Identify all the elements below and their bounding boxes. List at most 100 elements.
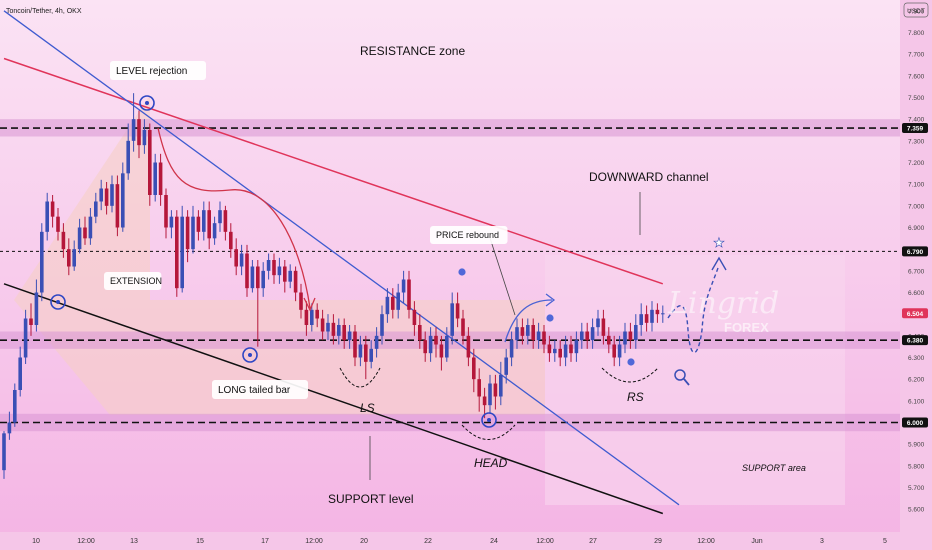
candle-body[interactable] — [104, 188, 109, 206]
channel-top-line[interactable] — [3, 57, 664, 285]
candle-body[interactable] — [515, 327, 519, 341]
candle-body[interactable] — [56, 216, 60, 232]
currency-badge[interactable] — [903, 2, 929, 18]
trend-point[interactable] — [546, 314, 554, 322]
candle-body[interactable] — [590, 327, 595, 341]
candle-body[interactable] — [288, 270, 292, 282]
candle-body[interactable] — [661, 313, 665, 315]
candle-body[interactable] — [574, 340, 579, 354]
candle-body[interactable] — [310, 309, 314, 325]
trend-point[interactable] — [458, 268, 466, 276]
candle-body[interactable] — [326, 322, 330, 332]
candle-body[interactable] — [466, 335, 471, 358]
candle-body[interactable] — [245, 253, 249, 289]
candle-body[interactable] — [261, 270, 265, 289]
candle-body[interactable] — [536, 331, 541, 341]
price-tag[interactable] — [902, 246, 928, 257]
candle-body[interactable] — [617, 344, 622, 358]
candle-body[interactable] — [472, 357, 476, 380]
candle-body[interactable] — [218, 210, 222, 224]
candle-body[interactable] — [423, 340, 427, 354]
candle-body[interactable] — [180, 216, 184, 289]
candle-body[interactable] — [526, 325, 530, 336]
candle-body[interactable] — [131, 119, 136, 141]
candle-body[interactable] — [115, 184, 120, 228]
candle-body[interactable] — [407, 279, 411, 310]
pivot-circle[interactable] — [481, 412, 497, 428]
candle-body[interactable] — [461, 318, 465, 336]
candle-body[interactable] — [88, 216, 93, 239]
candle-body[interactable] — [320, 318, 325, 332]
candle-body[interactable] — [315, 309, 319, 319]
candle-body[interactable] — [229, 231, 233, 250]
pivot-circle[interactable] — [139, 95, 155, 111]
candle-body[interactable] — [337, 325, 341, 336]
pivot-circle[interactable] — [50, 294, 66, 310]
candle-body[interactable] — [277, 266, 282, 276]
candle-body[interactable] — [477, 379, 481, 397]
candle-body[interactable] — [493, 383, 498, 397]
candle-body[interactable] — [29, 318, 33, 326]
candle-body[interactable] — [2, 433, 6, 471]
candle-body[interactable] — [580, 331, 584, 341]
price-tag[interactable] — [902, 123, 928, 134]
candle-body[interactable] — [142, 130, 147, 146]
candle-body[interactable] — [488, 383, 492, 406]
candle-body[interactable] — [391, 296, 395, 310]
candle-body[interactable] — [191, 216, 195, 250]
candle-body[interactable] — [110, 184, 114, 206]
candle-body[interactable] — [34, 292, 39, 326]
candle-body[interactable] — [121, 173, 125, 228]
time-axis[interactable] — [0, 532, 900, 550]
candle-body[interactable] — [542, 331, 546, 345]
candle-body[interactable] — [304, 309, 309, 325]
candle-body[interactable] — [412, 309, 417, 325]
candle-body[interactable] — [158, 162, 163, 196]
candle-body[interactable] — [374, 335, 379, 349]
candle-body[interactable] — [126, 140, 130, 174]
candle-body[interactable] — [634, 325, 638, 341]
candle-body[interactable] — [347, 331, 352, 341]
candle-body[interactable] — [364, 344, 368, 362]
candle-body[interactable] — [212, 223, 217, 239]
candle-body[interactable] — [585, 331, 589, 341]
candle-body[interactable] — [196, 216, 201, 232]
candle-body[interactable] — [353, 331, 357, 358]
candle-body[interactable] — [531, 325, 535, 341]
channel-bottom-line[interactable] — [3, 283, 664, 515]
candle-body[interactable] — [499, 374, 503, 397]
candle-body[interactable] — [83, 227, 87, 239]
candle-body[interactable] — [509, 340, 514, 358]
candle-body[interactable] — [596, 318, 600, 328]
candle-body[interactable] — [380, 314, 384, 336]
candle-body[interactable] — [331, 322, 336, 336]
candle-body[interactable] — [250, 266, 255, 289]
price-tag[interactable] — [902, 335, 928, 346]
candle-body[interactable] — [553, 348, 557, 354]
candle-body[interactable] — [18, 357, 22, 391]
candle-body[interactable] — [569, 344, 573, 354]
candle-body[interactable] — [520, 327, 525, 336]
candle-body[interactable] — [40, 231, 44, 293]
candle-body[interactable] — [628, 331, 633, 341]
candle-body[interactable] — [99, 188, 103, 202]
candle-body[interactable] — [50, 201, 55, 217]
price-tag[interactable] — [902, 417, 928, 428]
candle-body[interactable] — [266, 260, 271, 271]
candle-body[interactable] — [293, 270, 298, 293]
candle-body[interactable] — [450, 303, 454, 336]
candle-body[interactable] — [418, 325, 422, 341]
candle-body[interactable] — [644, 314, 649, 323]
candle-body[interactable] — [428, 335, 433, 354]
candle-body[interactable] — [148, 130, 152, 195]
candle-body[interactable] — [563, 344, 568, 358]
candle-body[interactable] — [153, 162, 157, 196]
candle-body[interactable] — [67, 249, 71, 267]
candle-body[interactable] — [639, 314, 643, 325]
price-axis[interactable] — [900, 0, 932, 550]
candle-body[interactable] — [504, 357, 508, 375]
candle-body[interactable] — [223, 210, 228, 232]
candle-body[interactable] — [61, 231, 66, 250]
candle-body[interactable] — [185, 216, 190, 250]
